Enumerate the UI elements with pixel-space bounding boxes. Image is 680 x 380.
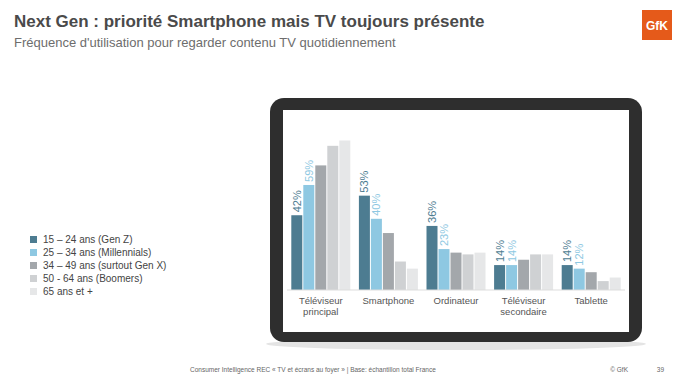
legend-swatch: [30, 249, 37, 256]
copyright: © GfK: [610, 366, 628, 373]
category-label-line: Smartphone: [363, 295, 415, 306]
category-label-line: secondaire: [500, 306, 546, 317]
bar: [407, 269, 418, 290]
legend-label: 65 ans et +: [43, 286, 93, 297]
category-label-line: principal: [303, 306, 338, 317]
legend-label: 25 – 34 ans (Millennials): [43, 247, 151, 258]
bar: [427, 226, 438, 290]
bar: [610, 278, 621, 290]
bar: [303, 185, 314, 290]
category-label-line: Tablette: [575, 295, 608, 306]
data-label: 59%: [303, 160, 315, 182]
category-label-line: Téléviseur: [299, 295, 343, 306]
subtitle: Fréquence d'utilisation pour regarder co…: [14, 35, 396, 50]
bar: [395, 262, 406, 290]
bar: [574, 269, 585, 290]
bar: [463, 254, 474, 290]
bar: [359, 196, 370, 290]
bar: [291, 215, 302, 290]
legend-label: 50 - 64 ans (Boomers): [43, 273, 143, 284]
data-label: 12%: [573, 243, 585, 265]
data-label: 14%: [506, 240, 518, 262]
tablet-frame: [270, 98, 642, 342]
legend-swatch: [30, 288, 37, 295]
bar: [530, 254, 541, 290]
legend-swatch: [30, 275, 37, 282]
bar: [475, 253, 486, 290]
bar: [315, 165, 326, 290]
bar: [451, 253, 462, 290]
category-label: Téléviseurprincipal: [299, 295, 343, 317]
category-label: Ordinateur: [434, 295, 479, 306]
data-label: 42%: [291, 190, 303, 212]
bar: [586, 272, 597, 290]
category-label: Tablette: [575, 295, 608, 306]
source: Consumer Intelligence REC « TV et écrans…: [190, 366, 436, 374]
data-label: 36%: [426, 201, 438, 223]
data-label: 53%: [358, 170, 370, 192]
category-label-line: Téléviseur: [502, 295, 546, 306]
data-label: 14%: [561, 240, 573, 262]
legend-swatch: [30, 262, 37, 269]
logo-box: [642, 10, 672, 40]
chart-canvas: Next Gen : priorité Smartphone mais TV t…: [0, 0, 680, 380]
legend-swatch: [30, 236, 37, 243]
bars: [291, 140, 620, 290]
baseline: [287, 290, 625, 291]
bar: [439, 249, 450, 290]
category-label: Téléviseursecondaire: [500, 295, 546, 317]
bar: [598, 281, 609, 290]
bar: [506, 265, 517, 290]
category-label: Smartphone: [363, 295, 415, 306]
data-label: 23%: [438, 224, 450, 246]
legend-label: 34 – 49 ans (surtout Gen X): [43, 260, 166, 271]
bar: [383, 233, 394, 290]
bar: [562, 265, 573, 290]
bar: [518, 260, 529, 290]
category-label-line: Ordinateur: [434, 295, 479, 306]
data-label: 14%: [494, 240, 506, 262]
logo-text: GfK: [646, 19, 668, 33]
title: Next Gen : priorité Smartphone mais TV t…: [14, 12, 484, 31]
page-number: 39: [657, 366, 665, 373]
bar: [339, 140, 350, 290]
bar: [327, 146, 338, 290]
data-labels: 42%53%36%14%14%59%40%23%14%12%: [291, 160, 585, 266]
bar: [542, 254, 553, 290]
data-label: 40%: [370, 194, 382, 216]
tablet-screen: [283, 110, 629, 332]
bar: [494, 265, 505, 290]
bar: [371, 219, 382, 290]
legend-label: 15 – 24 ans (Gen Z): [43, 234, 133, 245]
